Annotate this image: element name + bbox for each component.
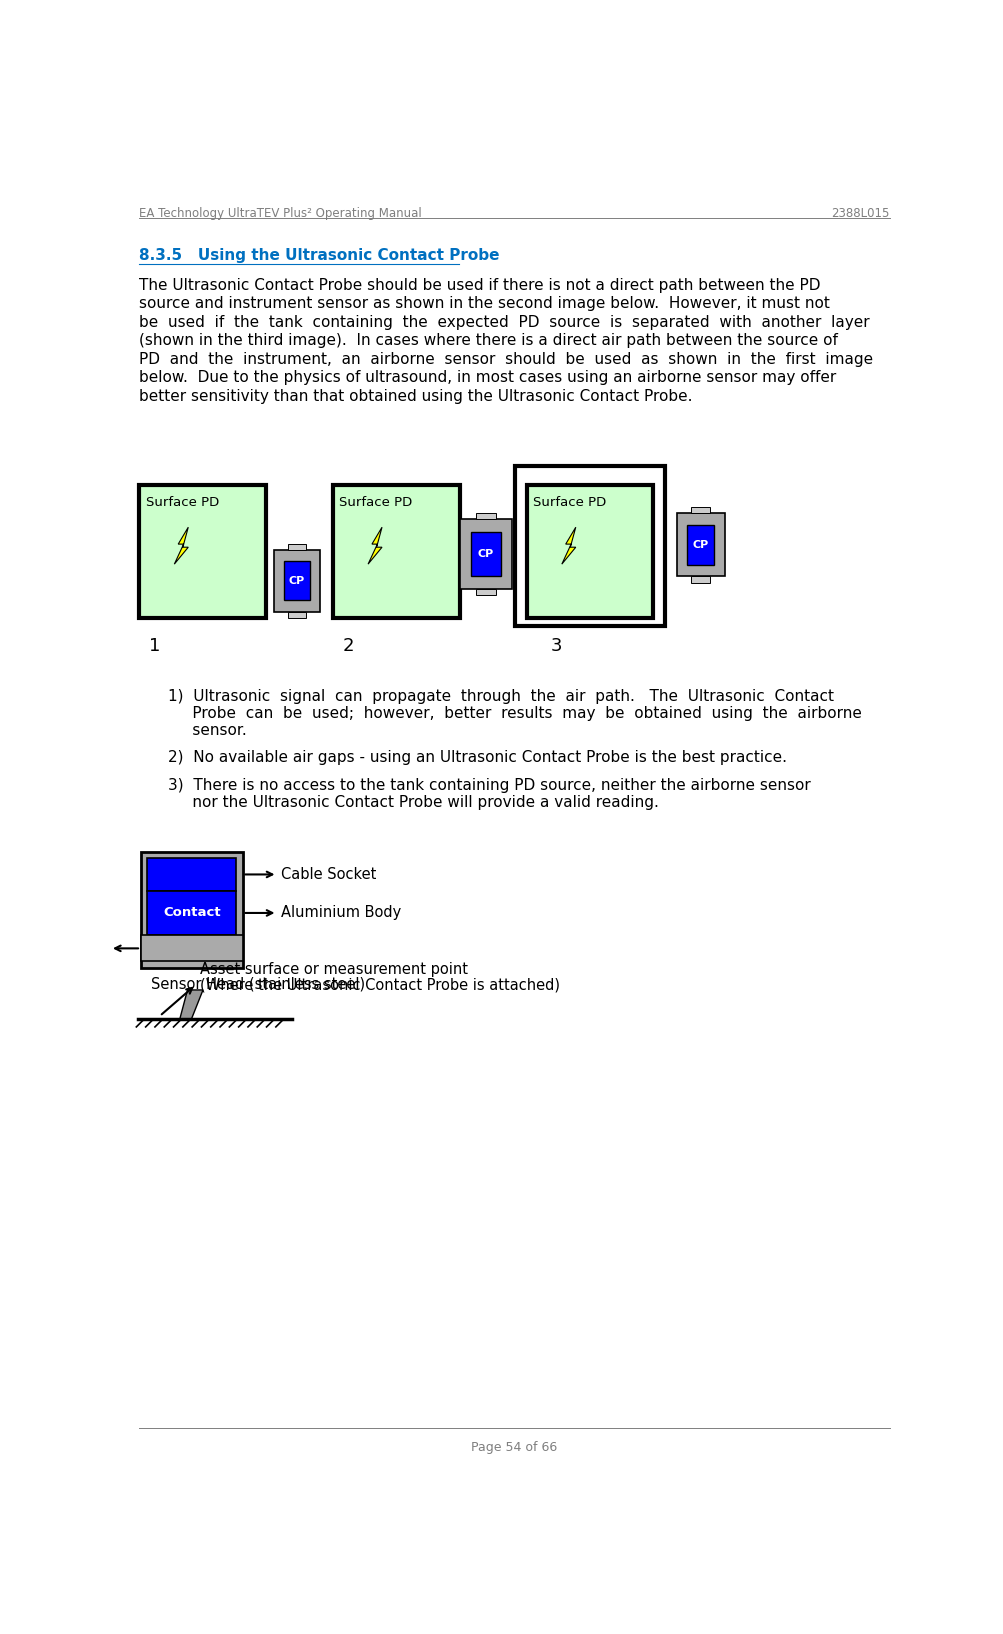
Text: 2388L015: 2388L015 [830,208,889,221]
Text: below.  Due to the physics of ultrasound, in most cases using an airborne sensor: below. Due to the physics of ultrasound,… [139,369,835,386]
Text: be  used  if  the  tank  containing  the  expected  PD  source  is  separated  w: be used if the tank containing the expec… [139,315,870,330]
Text: CP: CP [692,539,708,549]
Text: CP: CP [477,549,493,559]
Text: Contact: Contact [162,907,221,920]
Text: better sensitivity than that obtained using the Ultrasonic Contact Probe.: better sensitivity than that obtained us… [139,389,692,404]
Text: (shown in the third image).  In cases where there is a direct air path between t: (shown in the third image). In cases whe… [139,333,838,348]
Text: sensor.: sensor. [168,722,247,739]
Text: Surface PD: Surface PD [339,495,412,508]
Bar [470,533,500,575]
Bar [147,891,236,935]
Text: Page 54 of 66: Page 54 of 66 [471,1441,557,1454]
Text: Probe  can  be  used;  however,  better  results  may  be  obtained  using  the : Probe can be used; however, better resul… [168,706,862,721]
Text: EA Technology UltraTEV Plus² Operating Manual: EA Technology UltraTEV Plus² Operating M… [139,208,422,221]
Text: 1)  Ultrasonic  signal  can  propagate  through  the  air  path.   The  Ultrason: 1) Ultrasonic signal can propagate throu… [168,690,833,704]
Text: (Where the Ultrasonic Contact Probe is attached): (Where the Ultrasonic Contact Probe is a… [200,977,560,992]
Text: nor the Ultrasonic Contact Probe will provide a valid reading.: nor the Ultrasonic Contact Probe will pr… [168,796,658,810]
Text: Surface PD: Surface PD [533,495,606,508]
Bar [515,466,664,626]
Bar [139,485,266,618]
Text: Asset surface or measurement point: Asset surface or measurement point [200,962,467,977]
Bar [527,485,653,618]
Bar [475,588,495,595]
Bar [691,507,709,513]
Bar [147,858,236,891]
Text: 3: 3 [550,637,561,655]
Bar [283,562,310,600]
Bar [140,851,243,967]
Bar [475,513,495,520]
Text: 8.3.5   Using the Ultrasonic Contact Probe: 8.3.5 Using the Ultrasonic Contact Probe [139,248,499,263]
Bar [686,525,713,565]
Bar [288,611,305,618]
Text: source and instrument sensor as shown in the second image below.  However, it mu: source and instrument sensor as shown in… [139,296,829,310]
Bar [333,485,459,618]
Bar [288,544,305,551]
Text: 2)  No available air gaps - using an Ultrasonic Contact Probe is the best practi: 2) No available air gaps - using an Ultr… [168,750,786,765]
Bar [459,520,512,588]
Text: PD  and  the  instrument,  an  airborne  sensor  should  be  used  as  shown  in: PD and the instrument, an airborne senso… [139,351,873,366]
Bar [691,577,709,582]
Polygon shape [368,528,382,564]
Text: CP: CP [289,575,305,585]
Text: 3)  There is no access to the tank containing PD source, neither the airborne se: 3) There is no access to the tank contai… [168,778,810,792]
Text: The Ultrasonic Contact Probe should be used if there is not a direct path betwee: The Ultrasonic Contact Probe should be u… [139,278,820,292]
Polygon shape [180,990,203,1020]
Text: Surface PD: Surface PD [145,495,219,508]
Text: Sensor Head (stainless steel): Sensor Head (stainless steel) [150,977,365,992]
Text: 1: 1 [148,637,159,655]
Bar [273,551,320,611]
Bar [676,513,724,577]
Text: Aluminium Body: Aluminium Body [281,905,401,920]
Text: Cable Socket: Cable Socket [281,868,376,882]
Polygon shape [175,528,189,564]
Polygon shape [562,528,575,564]
Bar [140,935,243,961]
Text: 2: 2 [342,637,354,655]
